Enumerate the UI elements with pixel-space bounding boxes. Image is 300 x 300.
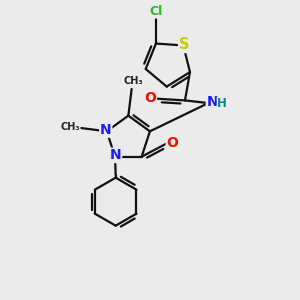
Text: O: O (167, 136, 178, 150)
Text: H: H (218, 97, 227, 110)
Text: N: N (206, 95, 218, 110)
Text: CH₃: CH₃ (60, 122, 80, 132)
Text: Cl: Cl (149, 5, 163, 18)
Text: S: S (179, 37, 189, 52)
Text: CH₃: CH₃ (124, 76, 143, 86)
Text: O: O (144, 91, 156, 105)
Text: N: N (110, 148, 122, 162)
Text: N: N (100, 123, 112, 137)
